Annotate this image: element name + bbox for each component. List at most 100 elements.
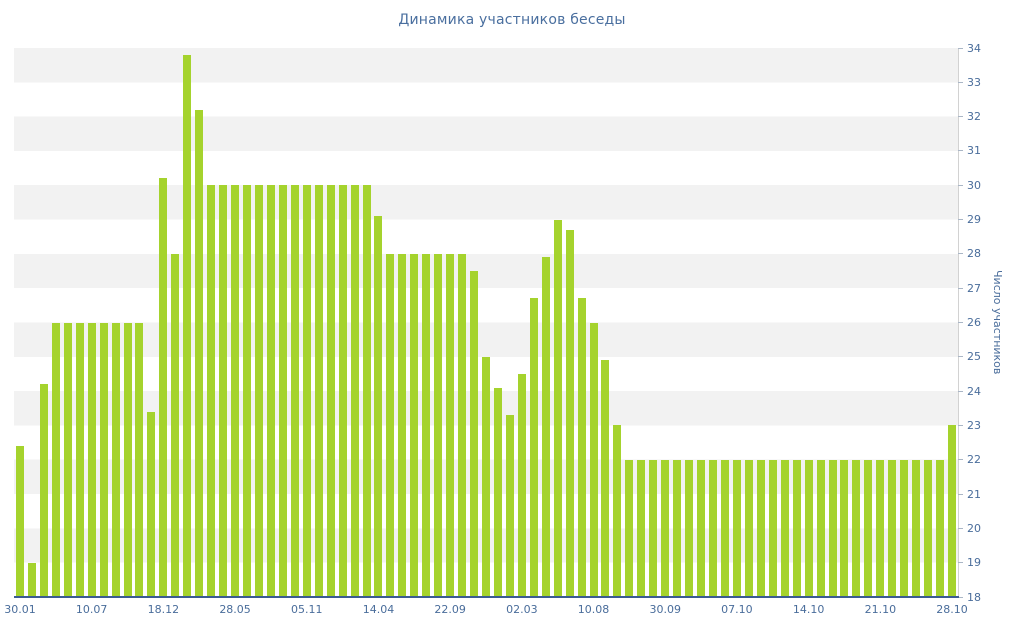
bar: [756, 459, 765, 597]
bar: [27, 562, 36, 597]
y-tick-mark: [958, 562, 963, 564]
bar: [792, 459, 801, 597]
y-tick-label: 31: [967, 144, 981, 158]
x-tick-label: 10.07: [75, 603, 108, 616]
y-tick-mark: [958, 424, 963, 426]
bar: [75, 322, 84, 597]
bar: [517, 373, 526, 597]
bar: [768, 459, 777, 597]
x-tick-label: 07.10: [721, 603, 753, 616]
y-tick-label: 32: [967, 110, 981, 124]
y-tick-label: 22: [967, 453, 981, 467]
bar: [290, 185, 299, 597]
bar: [183, 54, 192, 597]
y-tick-label: 24: [967, 384, 981, 398]
bar: [338, 185, 347, 597]
plot-area: [14, 48, 958, 597]
bar: [147, 411, 156, 597]
x-tick-label: 30.09: [649, 603, 681, 616]
bar: [171, 253, 180, 597]
bar: [99, 322, 108, 597]
bar: [51, 322, 60, 597]
bar: [780, 459, 789, 597]
bar: [482, 356, 490, 597]
bar: [87, 322, 96, 597]
bar: [709, 459, 718, 597]
bar: [111, 322, 120, 597]
bar: [744, 459, 753, 597]
bar: [15, 446, 24, 597]
bar: [362, 185, 371, 597]
bar: [254, 185, 263, 597]
bar: [637, 459, 646, 597]
bar: [840, 459, 849, 597]
bar: [39, 384, 48, 597]
y-tick-label: 34: [967, 41, 981, 55]
x-tick-label: 14.10: [792, 603, 825, 616]
y-tick-label: 33: [967, 75, 981, 89]
bar: [661, 459, 670, 597]
y-tick-label: 26: [967, 316, 981, 329]
y-tick-mark: [958, 219, 963, 221]
y-tick-label: 18: [967, 590, 981, 604]
bar: [888, 459, 897, 597]
y-tick-label: 23: [967, 418, 981, 432]
bar: [398, 253, 407, 597]
bar: [876, 459, 885, 597]
bar: [577, 298, 586, 597]
bar: [470, 271, 479, 597]
bar: [350, 185, 359, 597]
bar: [458, 253, 467, 597]
x-tick-label: 02.03: [506, 603, 538, 616]
bar: [278, 185, 287, 597]
y-tick-mark: [958, 253, 963, 255]
bar: [123, 322, 132, 597]
y-tick-mark: [958, 287, 963, 289]
bar: [732, 459, 741, 597]
x-tick-label: 30.01: [4, 603, 36, 616]
bar: [720, 459, 729, 597]
bar: [243, 185, 251, 597]
y-tick-label: 21: [967, 487, 981, 501]
bar: [159, 178, 168, 597]
bar: [565, 229, 574, 597]
y-tick-label: 19: [967, 556, 981, 570]
bar: [948, 425, 957, 597]
y-tick-label: 30: [967, 178, 981, 192]
y-tick-label: 20: [967, 521, 981, 535]
x-tick-label: 14.04: [362, 603, 395, 616]
y-tick-mark: [958, 47, 963, 49]
y-tick-mark: [958, 322, 963, 323]
x-tick-label: 21.10: [864, 603, 897, 616]
chart-title: Динамика участников беседы: [398, 12, 626, 28]
bar: [828, 459, 837, 597]
bar: [912, 459, 921, 597]
bar: [231, 185, 240, 597]
y-tick-label: 28: [967, 247, 981, 261]
bar: [697, 459, 706, 597]
bar: [529, 298, 538, 597]
bar: [864, 459, 873, 597]
x-tick-label: 22.09: [434, 603, 466, 616]
bar: [625, 459, 634, 597]
bar: [195, 109, 204, 597]
bar: [314, 185, 323, 597]
bar: [613, 425, 622, 597]
bar: [135, 322, 144, 597]
bar: [685, 459, 694, 597]
bar: [505, 415, 514, 597]
bar: [936, 459, 945, 597]
bar: [673, 459, 682, 597]
bar: [374, 216, 383, 597]
bar: [302, 185, 311, 597]
y-tick-mark: [958, 150, 963, 152]
x-axis-line: [14, 596, 959, 598]
y-tick-mark: [958, 596, 963, 598]
y-tick-mark: [958, 356, 963, 358]
bar: [924, 459, 933, 597]
bar: [493, 387, 502, 597]
bar: [900, 459, 909, 597]
bar: [386, 253, 395, 597]
y-tick-mark: [958, 493, 963, 495]
